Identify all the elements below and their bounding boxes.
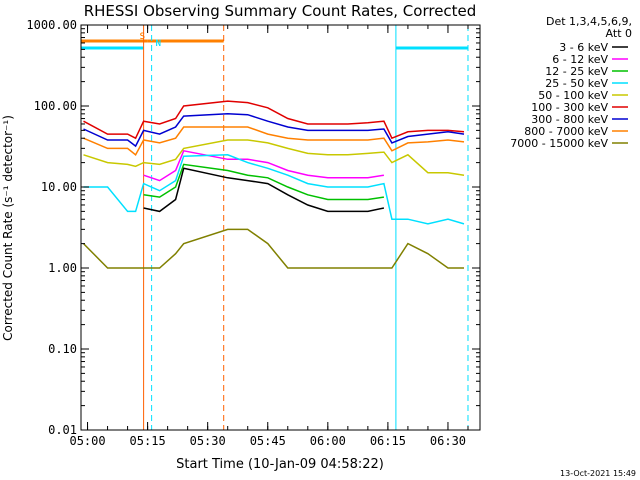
legend-entry-label: 3 - 6 keV	[559, 41, 608, 54]
legend-entry-label: 25 - 50 keV	[545, 77, 608, 90]
y-tick-label: 0.01	[48, 423, 77, 437]
legend-entry-label: 50 - 100 keV	[538, 89, 608, 102]
legend-entry-label: 6 - 12 keV	[552, 53, 608, 66]
series-line	[83, 126, 465, 156]
y-tick-label: 1000.00	[26, 18, 77, 32]
plot-frame	[80, 24, 481, 431]
series-line	[143, 149, 385, 182]
series-line	[83, 154, 465, 225]
series-line	[83, 139, 465, 176]
y-tick-label: 100.00	[34, 99, 77, 113]
x-tick-label: 05:00	[69, 434, 105, 448]
series-line	[143, 163, 385, 201]
flag-label-S: S	[140, 32, 145, 42]
series-line	[82, 228, 464, 269]
x-axis-label: Start Time (10-Jan-09 04:58:22)	[176, 457, 384, 472]
legend-entry-label: 7000 - 15000 keV	[510, 137, 608, 150]
series-line	[83, 100, 465, 140]
x-tick-label: 06:30	[430, 434, 466, 448]
legend-entry-label: 300 - 800 keV	[531, 113, 608, 126]
event-line-layer	[80, 25, 469, 430]
y-tick-label: 1.00	[48, 261, 77, 275]
series-line	[143, 167, 385, 213]
axes-layer: 0.01 0.10 1.00 10.00 100.00 1000.00 05:00 05:15…	[26, 18, 481, 448]
x-tick-label: 05:30	[190, 434, 226, 448]
flag-label-N: N	[156, 39, 161, 49]
legend-entry-label: 12 - 25 keV	[545, 65, 608, 78]
legend-header: Det 1,3,4,5,6,9,	[546, 15, 632, 28]
legend-entry-label: 100 - 300 keV	[531, 101, 608, 114]
x-tick-label: 06:15	[370, 434, 406, 448]
flag-label-S: S	[140, 32, 145, 42]
legend-entry-label: 800 - 7000 keV	[524, 125, 608, 138]
y-tick-label: 0.10	[48, 342, 77, 356]
legend-header: Att 0	[606, 27, 632, 40]
series-line	[83, 113, 465, 148]
series-layer	[82, 100, 465, 269]
flag-label-N: N	[156, 39, 161, 49]
timestamp: 13-Oct-2021 15:49	[560, 469, 636, 478]
x-tick-label: 05:15	[130, 434, 166, 448]
y-axis-label: Corrected Count Rate (s⁻¹ detector⁻¹)	[1, 115, 15, 341]
x-tick-label: 05:45	[250, 434, 286, 448]
x-tick-label: 06:00	[310, 434, 346, 448]
chart-title: RHESSI Observing Summary Count Rates, Co…	[84, 2, 477, 20]
y-tick-label: 10.00	[41, 180, 77, 194]
